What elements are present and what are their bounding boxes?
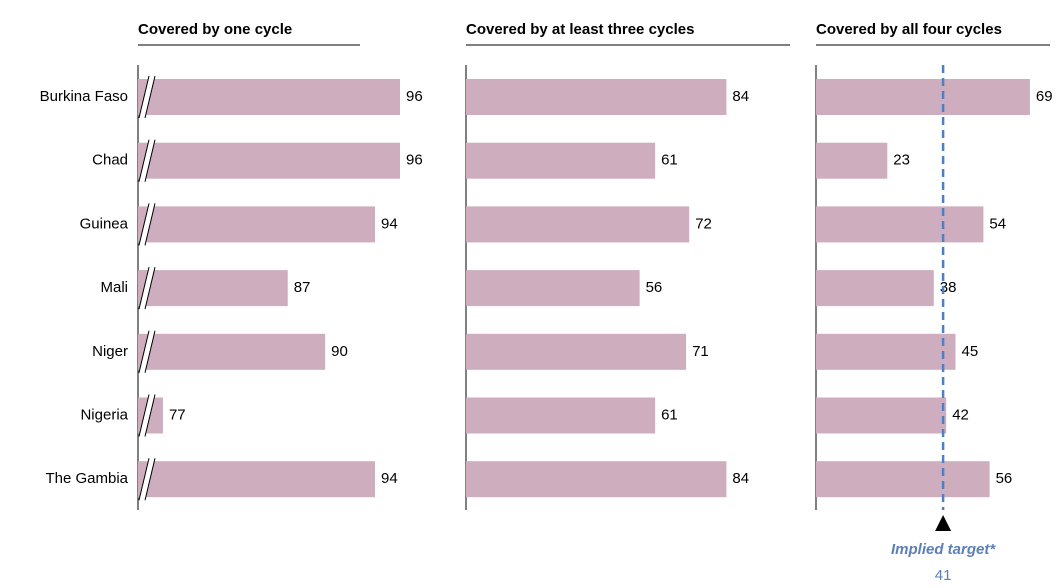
value-label: 84 <box>732 470 749 487</box>
value-label: 96 <box>406 152 423 169</box>
axis-break-line <box>138 266 150 310</box>
value-label: 45 <box>962 343 979 360</box>
bar <box>466 461 727 498</box>
axis-break-line <box>138 330 150 373</box>
bar <box>816 270 934 307</box>
category-label: The Gambia <box>45 470 128 487</box>
value-label: 94 <box>381 215 398 232</box>
value-label: 71 <box>692 343 709 360</box>
bar <box>816 333 956 370</box>
bar <box>816 397 947 434</box>
bar <box>816 206 984 243</box>
axis-break-line <box>138 458 150 501</box>
axis-break-line <box>144 139 156 182</box>
target-marker <box>935 515 952 531</box>
axis-break-line <box>144 203 156 246</box>
axis-break-line <box>144 266 156 310</box>
target-label: Implied target* <box>891 541 996 558</box>
bar <box>466 397 656 434</box>
axis-break-line <box>144 75 156 119</box>
panel-title: Covered by one cycle <box>138 21 292 38</box>
panel-title: Covered by all four cycles <box>816 21 1002 38</box>
value-label: 23 <box>893 152 910 169</box>
axis-break <box>139 139 155 182</box>
axis-break-line <box>144 394 156 437</box>
bar <box>466 333 687 370</box>
category-label: Mali <box>100 279 128 296</box>
bar <box>816 79 1030 115</box>
value-label: 61 <box>661 152 678 169</box>
bar <box>138 79 400 115</box>
bar <box>138 270 288 307</box>
axis-break <box>139 330 155 373</box>
value-label: 42 <box>952 406 969 423</box>
axis-break <box>139 267 155 310</box>
category-label: Guinea <box>80 215 129 232</box>
axis-break-line <box>138 203 150 246</box>
bar <box>466 270 640 307</box>
axis-break-line <box>138 394 150 437</box>
value-label: 69 <box>1036 88 1053 105</box>
panel-title: Covered by at least three cycles <box>466 21 694 38</box>
axis-break <box>139 394 155 437</box>
category-label: Nigeria <box>80 406 128 423</box>
value-label: 72 <box>695 215 712 232</box>
value-label: 84 <box>732 88 749 105</box>
value-label: 56 <box>996 470 1013 487</box>
category-label: Burkina Faso <box>40 88 128 105</box>
value-label: 96 <box>406 88 423 105</box>
axis-break-line <box>138 139 150 182</box>
axis-break-line <box>138 75 150 119</box>
category-label: Niger <box>92 343 128 360</box>
value-label: 61 <box>661 406 678 423</box>
bar <box>816 142 888 179</box>
axis-break <box>139 203 155 246</box>
axis-break <box>139 458 155 501</box>
value-label: 56 <box>646 279 663 296</box>
category-label: Chad <box>92 152 128 169</box>
value-label: 94 <box>381 470 398 487</box>
bar <box>138 461 376 498</box>
axis-break-line <box>144 330 156 373</box>
bar <box>138 142 400 179</box>
bar <box>138 333 326 370</box>
axis-break-line <box>144 458 156 501</box>
target-value: 41 <box>935 567 952 584</box>
value-label: 87 <box>294 279 311 296</box>
bar <box>816 461 990 498</box>
bar <box>466 142 656 179</box>
value-label: 77 <box>169 406 186 423</box>
axis-break <box>139 76 155 118</box>
bar <box>466 79 727 115</box>
value-label: 90 <box>331 343 348 360</box>
bar <box>466 206 690 243</box>
bar <box>138 206 376 243</box>
value-label: 54 <box>989 215 1006 232</box>
